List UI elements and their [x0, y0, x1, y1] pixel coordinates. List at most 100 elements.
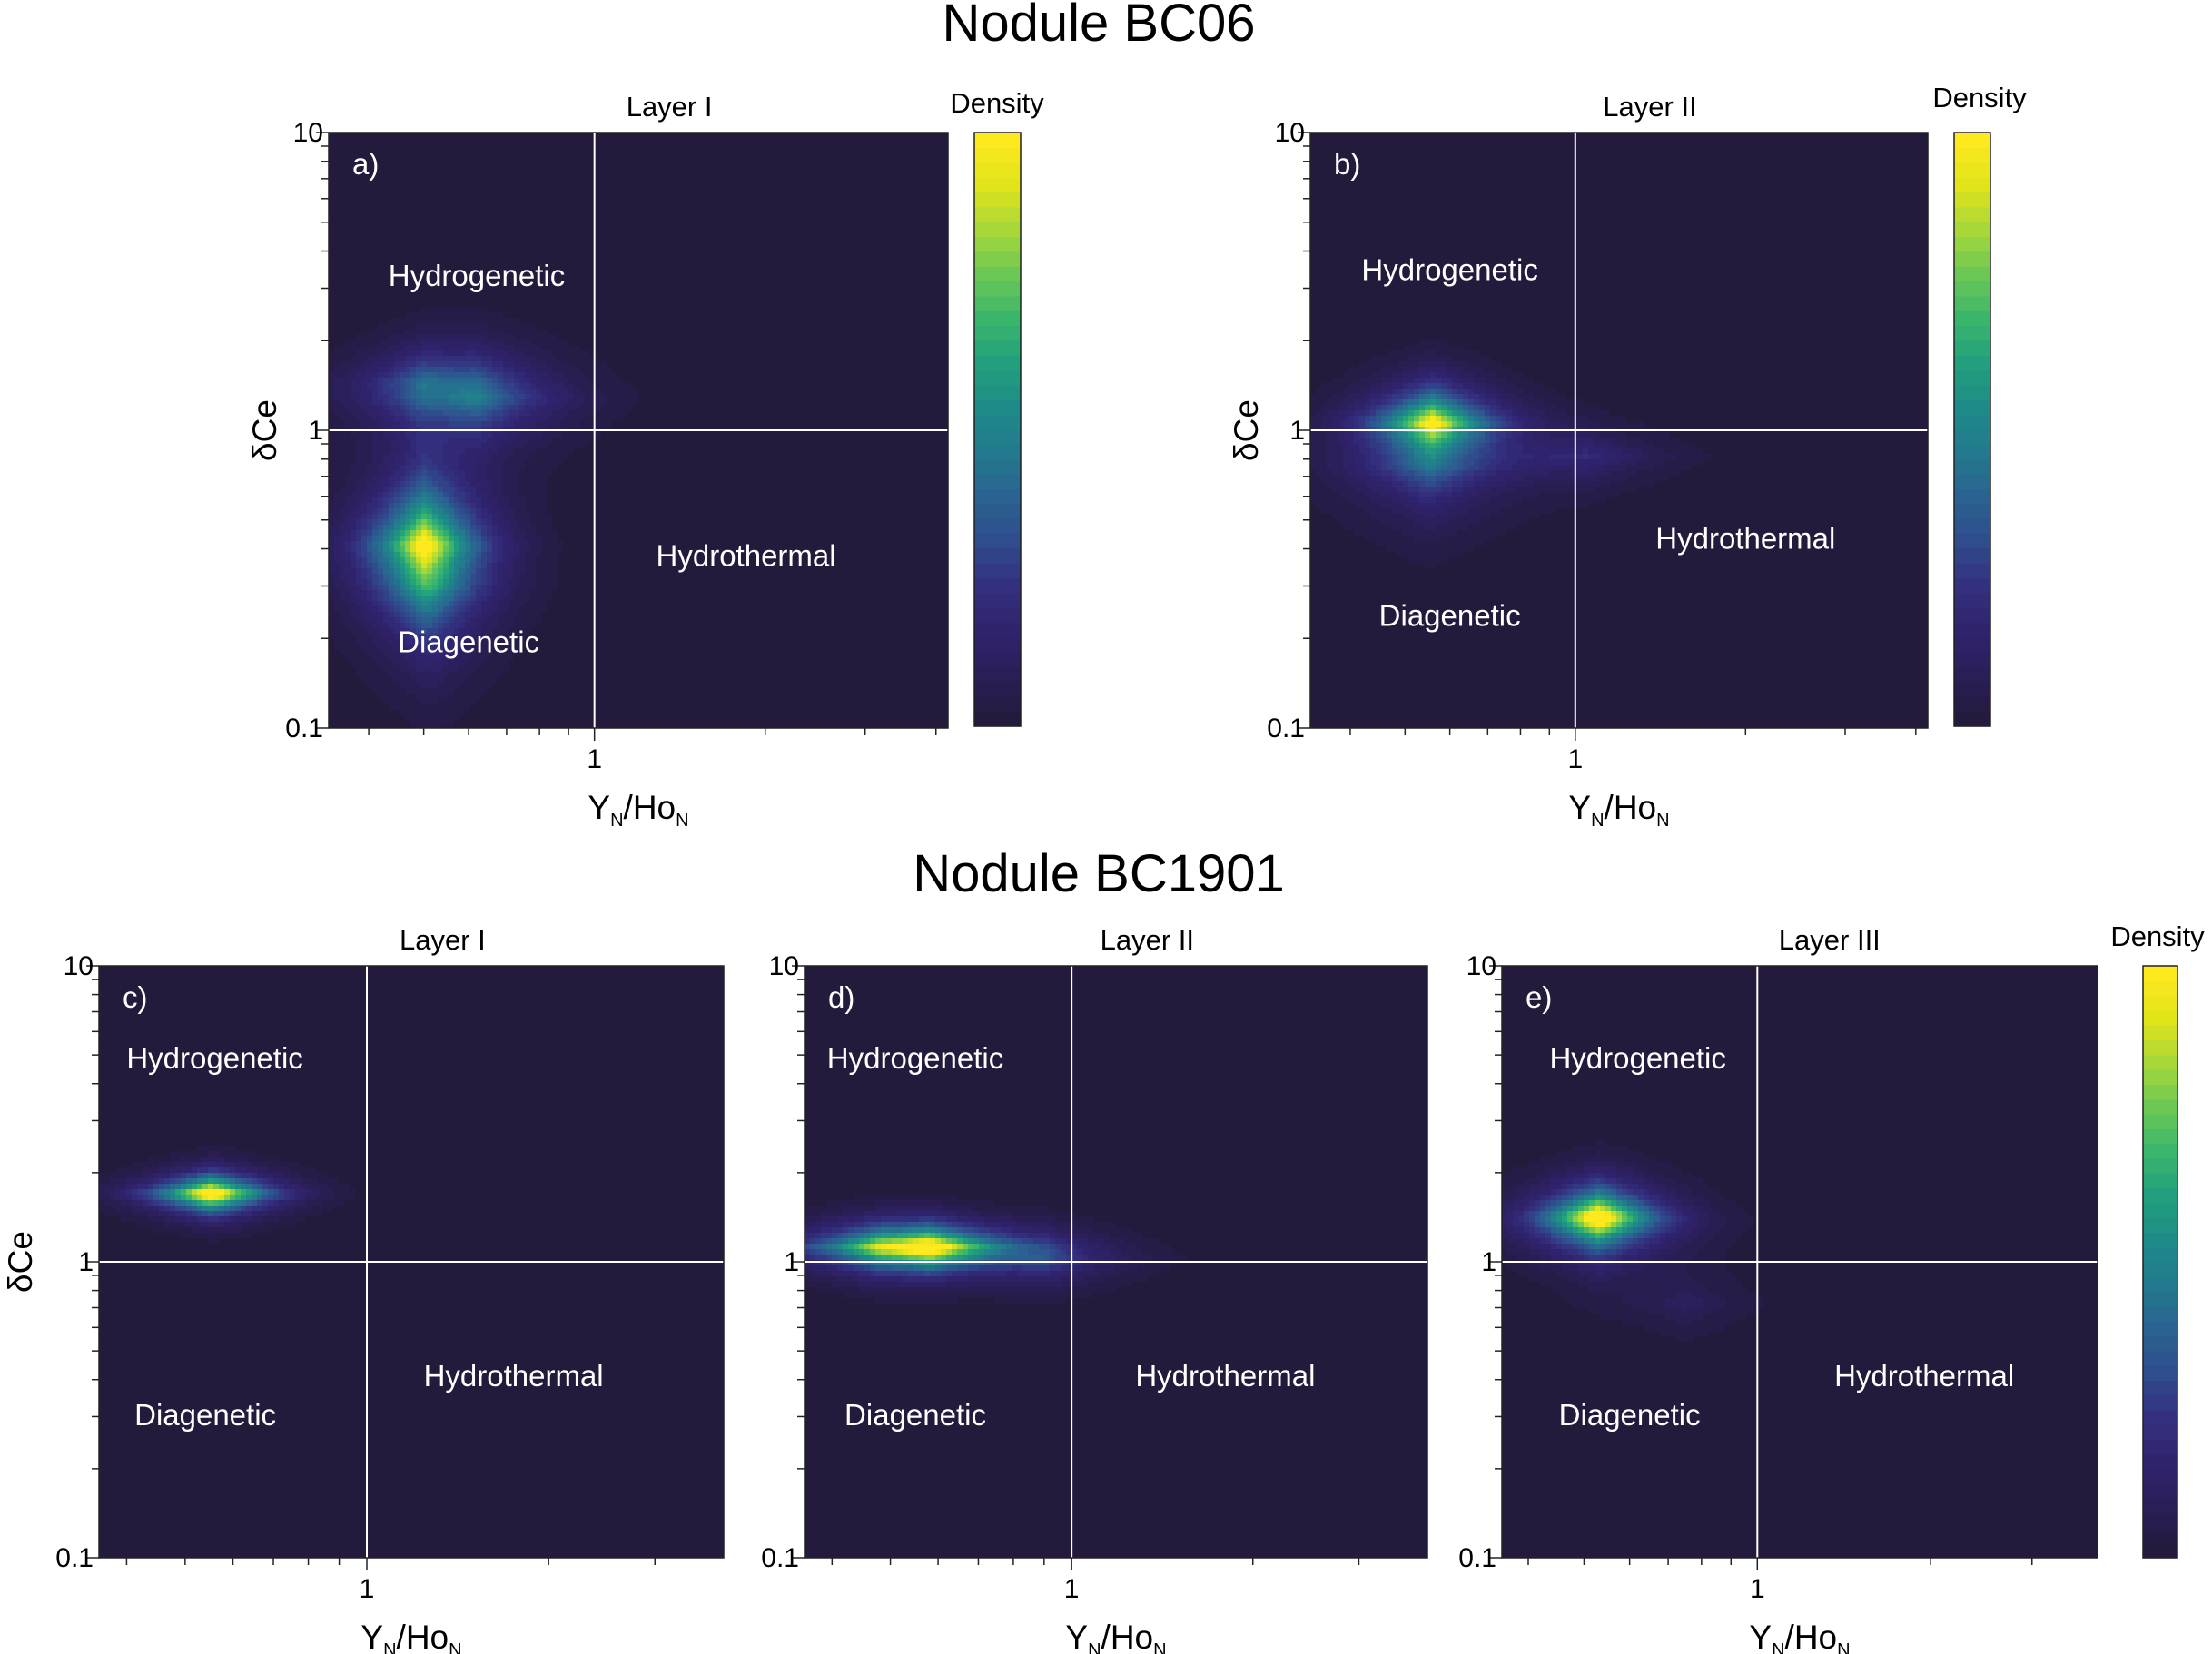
- density-cell: [443, 628, 449, 635]
- density-cell: [334, 367, 341, 373]
- density-cell: [351, 519, 357, 526]
- density-cell: [590, 367, 597, 373]
- density-cell: [596, 361, 602, 368]
- density-cell: [1697, 454, 1703, 460]
- density-cell: [334, 465, 341, 471]
- density-cell: [351, 459, 357, 466]
- density-cell: [503, 383, 509, 389]
- density-cell: [1327, 487, 1333, 493]
- density-cell: [470, 721, 477, 727]
- density-cell: [351, 481, 357, 487]
- density-cell: [547, 612, 553, 618]
- density-cell: [351, 585, 357, 591]
- density-cell: [503, 487, 509, 493]
- density-cell: [552, 448, 558, 455]
- density-cell: [405, 394, 411, 400]
- density-cell: [568, 334, 575, 340]
- density-cell: [607, 405, 613, 411]
- density-cell: [372, 563, 379, 569]
- density-cell: [519, 666, 526, 673]
- density-cell: [487, 704, 493, 711]
- density-cell: [514, 568, 520, 575]
- density-cell: [525, 487, 531, 493]
- density-cell: [1512, 367, 1518, 373]
- density-cell: [394, 645, 400, 651]
- density-cell: [351, 683, 357, 689]
- density-cell: [1447, 389, 1453, 395]
- density-cell: [410, 546, 417, 553]
- density-cell: [356, 530, 362, 537]
- density-cell: [416, 666, 422, 673]
- density-cell: [1561, 476, 1567, 482]
- density-cell: [1566, 470, 1573, 477]
- density-cell: [454, 568, 460, 575]
- density-cell: [361, 617, 368, 624]
- density-cell: [525, 465, 531, 471]
- density-cell: [405, 530, 411, 537]
- density-cell: [459, 574, 466, 580]
- density-cell: [421, 541, 428, 547]
- density-cell: [367, 525, 373, 531]
- density-cell: [438, 378, 444, 384]
- density-cell: [596, 356, 602, 362]
- density-cell: [1408, 350, 1415, 357]
- density-cell: [1463, 361, 1469, 368]
- density-cell: [1490, 476, 1496, 482]
- density-cell: [1327, 438, 1333, 444]
- density-cell: [536, 612, 542, 618]
- density-cell: [340, 634, 346, 640]
- density-cell: [438, 688, 444, 694]
- density-cell: [1534, 378, 1540, 384]
- density-cell: [574, 389, 580, 395]
- density-cell: [1441, 454, 1447, 460]
- density-cell: [1594, 405, 1600, 411]
- density-cell: [1452, 350, 1458, 357]
- density-cell: [1338, 389, 1344, 395]
- density-cell: [465, 476, 471, 482]
- density-cell: [400, 361, 406, 368]
- density-cell: [1381, 356, 1387, 362]
- density-cell: [1452, 361, 1458, 368]
- density-cell: [334, 661, 341, 667]
- density-cell: [1343, 383, 1349, 389]
- density-cell: [541, 552, 548, 558]
- density-cell: [356, 579, 362, 586]
- density-cell: [1490, 443, 1496, 449]
- density-cell: [361, 448, 368, 455]
- density-cell: [1408, 340, 1415, 346]
- density-cell: [1468, 454, 1475, 460]
- density-cell: [378, 601, 384, 607]
- density-cell: [1376, 443, 1382, 449]
- density-cell: [367, 688, 373, 694]
- density-cell: [617, 367, 624, 373]
- density-cell: [476, 677, 482, 684]
- density-cell: [1615, 421, 1622, 428]
- density-cell: [329, 432, 335, 438]
- density-cell: [1626, 454, 1633, 460]
- density-cell: [1697, 448, 1703, 455]
- density-cell: [405, 438, 411, 444]
- density-cell: [405, 334, 411, 340]
- density-cell: [1550, 421, 1556, 428]
- density-cell: [1463, 476, 1469, 482]
- density-cell: [1599, 470, 1605, 477]
- density-cell: [1370, 399, 1377, 406]
- density-cell: [340, 563, 346, 569]
- density-cell: [443, 645, 449, 651]
- density-cell: [361, 487, 368, 493]
- density-cell: [1534, 448, 1540, 455]
- density-cell: [1343, 448, 1349, 455]
- density-cell: [558, 470, 564, 477]
- density-cell: [416, 585, 422, 591]
- density-cell: [530, 645, 537, 651]
- density-cell: [476, 579, 482, 586]
- density-cell: [530, 596, 537, 602]
- density-cell: [1594, 448, 1600, 455]
- density-cell: [1354, 454, 1360, 460]
- density-cell: [1583, 443, 1589, 449]
- density-cell: [400, 530, 406, 537]
- density-cell: [345, 465, 351, 471]
- density-cell: [509, 655, 515, 662]
- density-cell: [427, 645, 433, 651]
- density-cell: [329, 470, 335, 477]
